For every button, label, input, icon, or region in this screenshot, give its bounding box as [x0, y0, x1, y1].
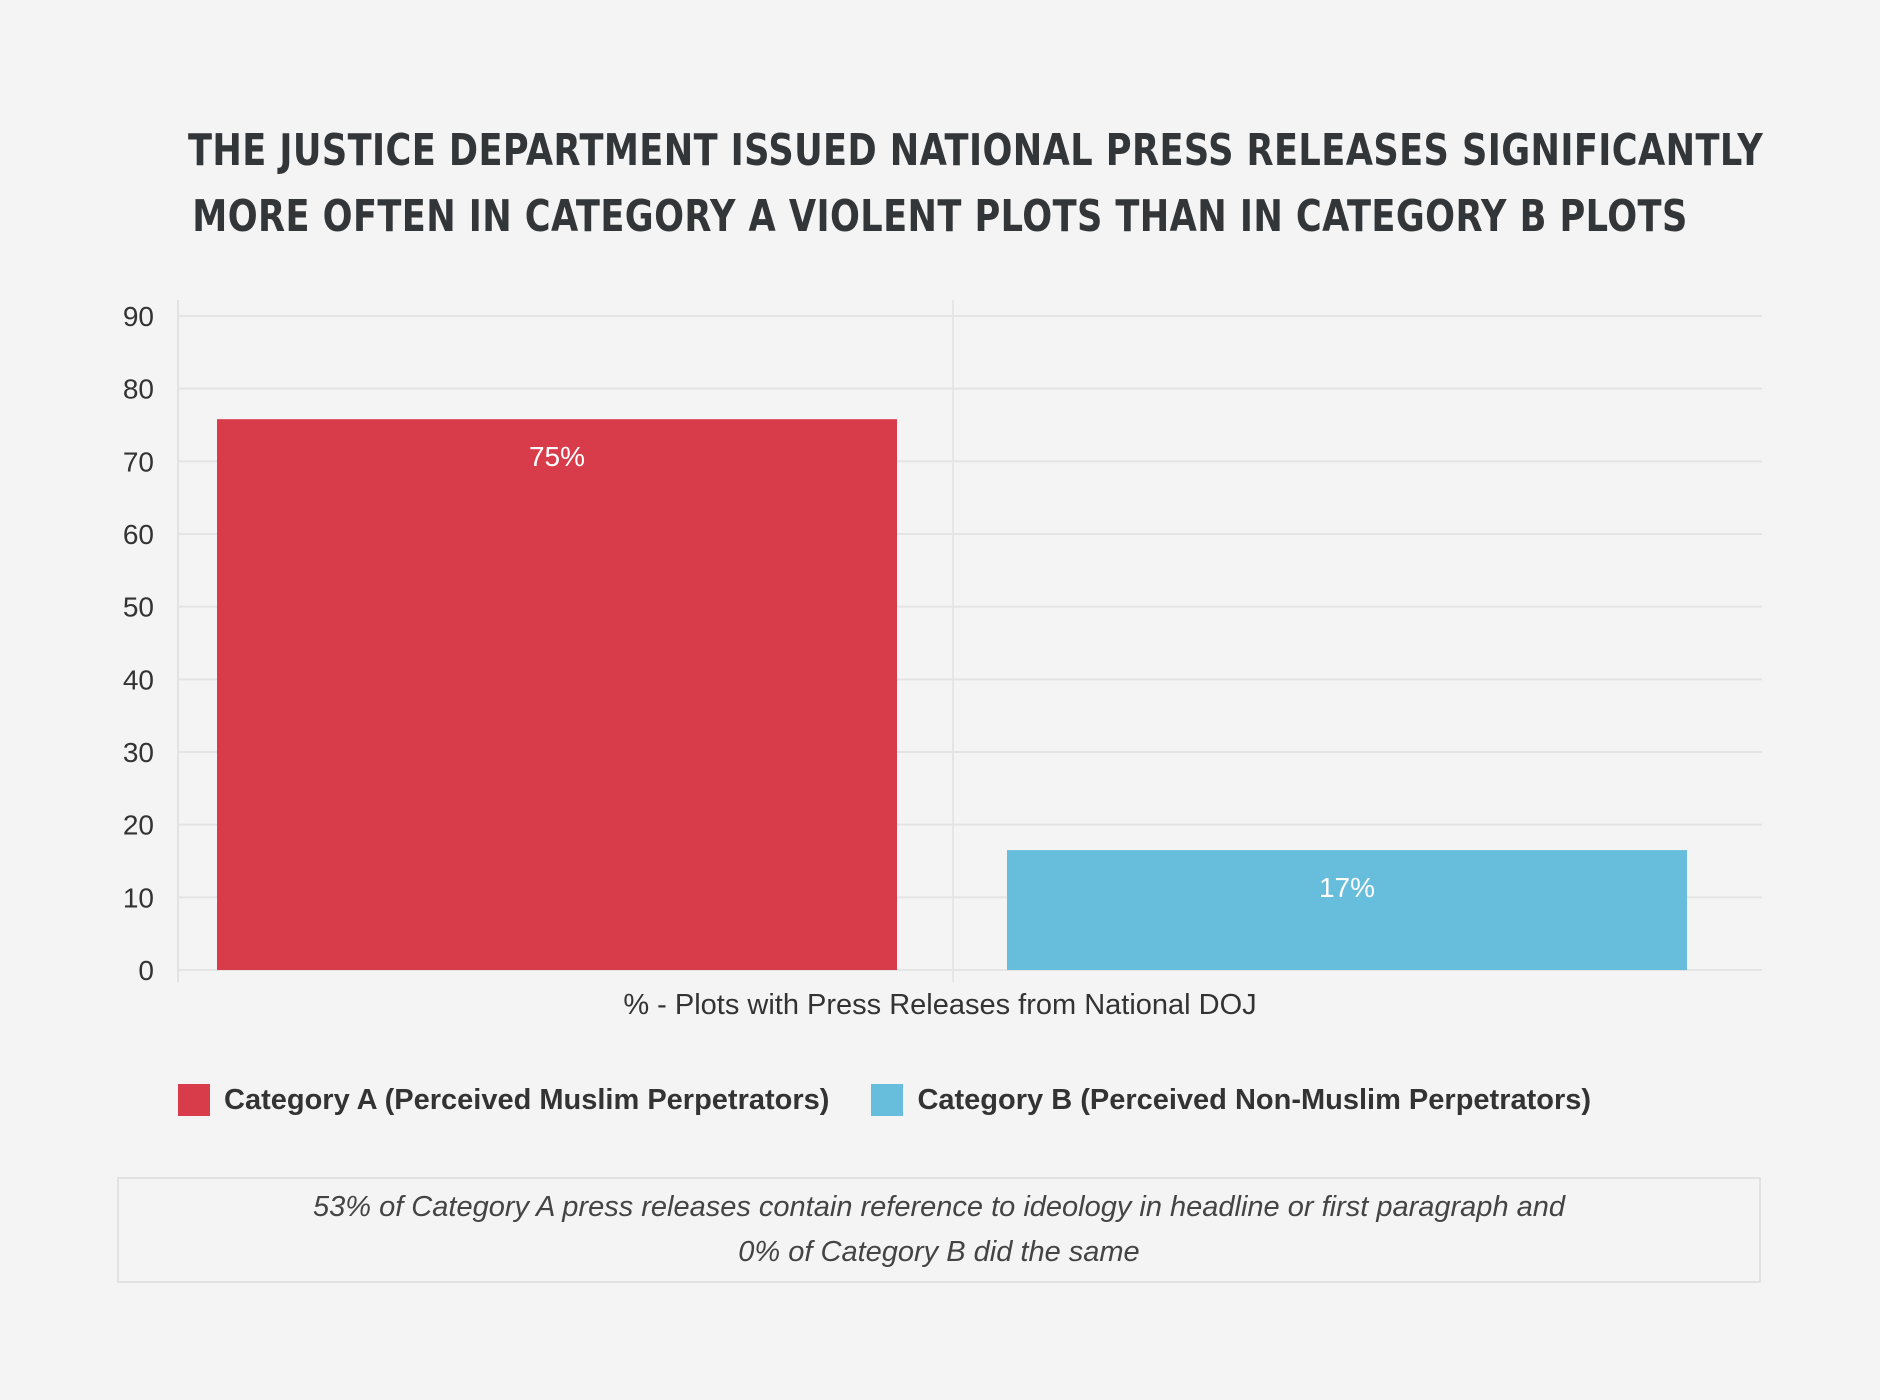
x-axis-label: % - Plots with Press Releases from Natio… [623, 989, 1256, 1021]
bar-category-a [217, 419, 897, 971]
legend-swatch-category-b [871, 1084, 904, 1116]
y-tick-label-10: 10 [123, 882, 154, 913]
chart-title-line-1: THE JUSTICE DEPARTMENT ISSUED NATIONAL P… [188, 125, 1764, 176]
y-tick-label-60: 60 [123, 519, 154, 550]
data-label-category-a: 75% [529, 441, 585, 472]
legend-item-category-a: Category A (Perceived Muslim Perpetrator… [178, 1084, 829, 1117]
data-label-category-b: 17% [1319, 872, 1375, 903]
bar-chart: 0 10 20 30 40 50 60 70 80 90 75% 17% % - Plots with… [123, 300, 1762, 1021]
y-tick-label-90: 90 [123, 301, 154, 332]
labels: 0 10 20 30 40 50 60 70 80 90 75% 17% [123, 301, 1375, 986]
legend-label-category-b: Category B (Perceived Non-Muslim Perpetr… [917, 1083, 1592, 1116]
footnote-line-2: 0% of Category B did the same [738, 1236, 1140, 1268]
y-tick-label-50: 50 [123, 592, 154, 623]
chart-title: THE JUSTICE DEPARTMENT ISSUED NATIONAL P… [188, 118, 1764, 250]
y-tick-label-80: 80 [123, 374, 154, 405]
footnote-box: 53% of Category A press releases contain… [117, 1177, 1761, 1283]
legend-item-category-b: Category B (Perceived Non-Muslim Perpetr… [871, 1084, 1591, 1117]
legend-label-category-a: Category A (Perceived Muslim Perpetrator… [224, 1083, 830, 1116]
y-tick-label-40: 40 [123, 664, 154, 695]
legend-swatch-category-a [178, 1084, 210, 1116]
footnote-line-1: 53% of Category A press releases contain… [312, 1191, 1566, 1223]
bars [217, 419, 1687, 971]
y-tick-label-30: 30 [123, 737, 154, 768]
y-tick-label-20: 20 [123, 810, 154, 841]
y-tick-label-70: 70 [123, 446, 154, 477]
y-tick-label-0: 0 [138, 955, 154, 986]
chart-title-line-2: MORE OFTEN IN CATEGORY A VIOLENT PLOTS T… [192, 191, 1688, 242]
legend: Category A (Perceived Muslim Perpetrator… [178, 1080, 1633, 1120]
bar-category-b [1007, 850, 1687, 970]
